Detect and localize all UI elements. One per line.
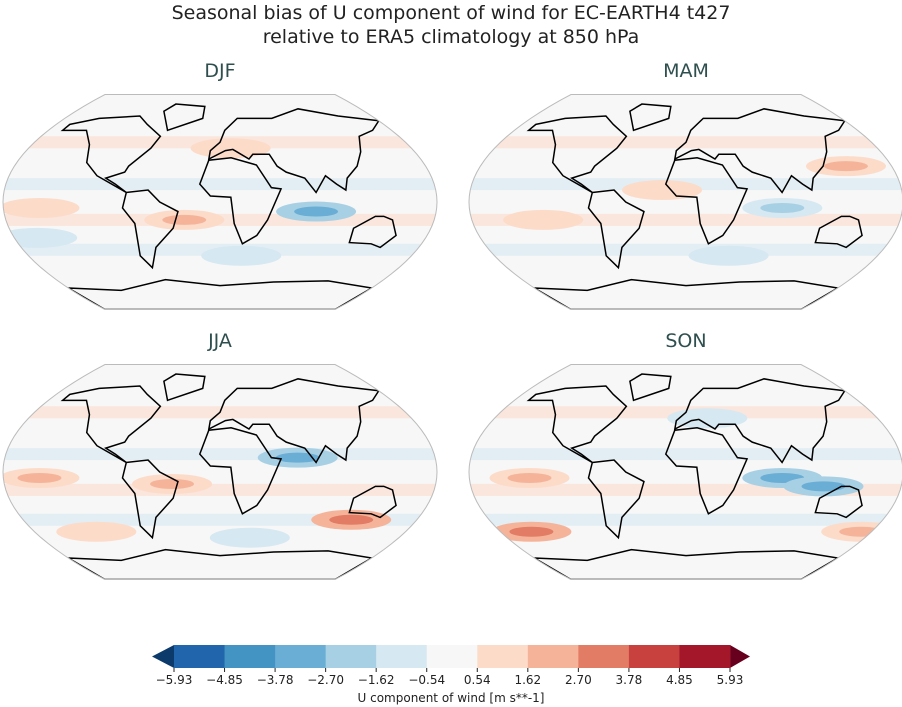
panel-label-djf: DJF — [204, 60, 236, 82]
anomaly-core — [17, 472, 62, 483]
anomaly-core — [162, 214, 207, 225]
coastline-na — [526, 115, 628, 194]
anomaly-core — [509, 526, 554, 537]
map-panel-jja — [2, 364, 438, 580]
colorbar-bin — [376, 645, 428, 668]
coastline-gl — [629, 373, 672, 402]
colorbar-bin — [527, 645, 579, 668]
anomaly-core — [219, 250, 264, 261]
anomaly-core — [685, 413, 730, 424]
panel-label-son: SON — [665, 330, 707, 352]
colorbar-tick-label: 2.70 — [565, 673, 592, 687]
colorbar — [152, 645, 750, 672]
coastline-gl — [629, 103, 672, 132]
colorbar-tick-label: −1.62 — [357, 673, 395, 687]
colorbar-bin — [578, 645, 630, 668]
colorbar-bin — [174, 645, 226, 668]
colorbar-tick-label: 1.62 — [514, 673, 542, 687]
coastline-sa — [587, 459, 645, 540]
coastline-gl — [163, 103, 206, 132]
panel-label-mam: MAM — [663, 60, 709, 82]
map-border — [468, 364, 902, 580]
map-panel-djf — [2, 94, 438, 310]
coastline-na — [526, 385, 628, 464]
colorbar-bin — [275, 645, 327, 668]
colorbar-tick-label: −0.54 — [408, 673, 446, 687]
colorbar-bin — [679, 645, 731, 668]
figure-title-line1: Seasonal bias of U component of wind for… — [171, 2, 731, 24]
anomaly-core — [74, 526, 119, 537]
anomaly-core — [706, 250, 751, 261]
coastline-an — [67, 548, 374, 580]
colorbar-tick-label: −3.78 — [256, 673, 294, 687]
coastline-sa — [121, 189, 179, 270]
anomaly-core — [329, 514, 374, 525]
colorbar-bin — [224, 645, 276, 668]
coastline-af — [198, 157, 283, 245]
map-panel-mam — [468, 94, 902, 310]
map-panel-son — [468, 364, 902, 580]
anomaly-core — [15, 232, 60, 243]
coastline-gl — [163, 373, 206, 402]
coastline-sa — [587, 189, 645, 270]
coastline-au — [348, 485, 397, 519]
anomaly-core — [839, 526, 884, 537]
coastline-af — [198, 427, 283, 515]
anomaly-core — [823, 161, 868, 172]
map-border — [468, 94, 902, 310]
colorbar-bin — [426, 645, 478, 668]
coastline-au — [814, 215, 863, 249]
anomaly-core — [640, 185, 685, 196]
coastline-eu — [673, 378, 847, 464]
anomaly-core — [17, 202, 62, 213]
coastline-an — [533, 548, 840, 580]
coastline-eu — [673, 108, 847, 194]
colorbar-bin — [477, 645, 529, 668]
colorbar-extend-low — [152, 645, 174, 668]
anomaly-core — [760, 202, 805, 213]
colorbar-tick-label: −5.93 — [155, 673, 193, 687]
coastline-au — [814, 485, 863, 519]
anomaly-core — [208, 143, 253, 154]
coastline-an — [67, 278, 374, 310]
colorbar-bin — [325, 645, 377, 668]
panel-label-jja: JJA — [208, 330, 232, 352]
coastline-na — [60, 385, 162, 464]
map-border — [2, 364, 438, 580]
anomaly-core — [507, 472, 552, 483]
coastline-au — [348, 215, 397, 249]
anomaly-core — [294, 206, 339, 217]
colorbar-tick-label: 0.54 — [463, 673, 491, 687]
anomaly-core — [801, 481, 846, 492]
coastline-sa — [121, 459, 179, 540]
colorbar-tick-label: −2.70 — [307, 673, 345, 687]
coastline-af — [664, 157, 749, 245]
figure-title-line2: relative to ERA5 climatology at 850 hPa — [262, 26, 640, 48]
anomaly-core — [275, 452, 320, 463]
colorbar-label: U component of wind [m s**-1] — [357, 691, 545, 705]
coastline-eu — [207, 108, 381, 194]
anomaly-core — [521, 214, 566, 225]
anomaly-core — [227, 532, 272, 543]
coastline-af — [664, 427, 749, 515]
colorbar-tick-label: 5.93 — [716, 673, 744, 687]
colorbar-tick-label: 4.85 — [666, 673, 693, 687]
map-border — [2, 94, 438, 310]
anomaly-core — [150, 478, 195, 489]
colorbar-tick-label: 3.78 — [615, 673, 643, 687]
coastline-an — [533, 278, 840, 310]
colorbar-bin — [628, 645, 680, 668]
coastline-na — [60, 115, 162, 194]
colorbar-extend-high — [730, 645, 750, 668]
colorbar-tick-label: −4.85 — [206, 673, 243, 687]
coastline-eu — [207, 378, 381, 464]
